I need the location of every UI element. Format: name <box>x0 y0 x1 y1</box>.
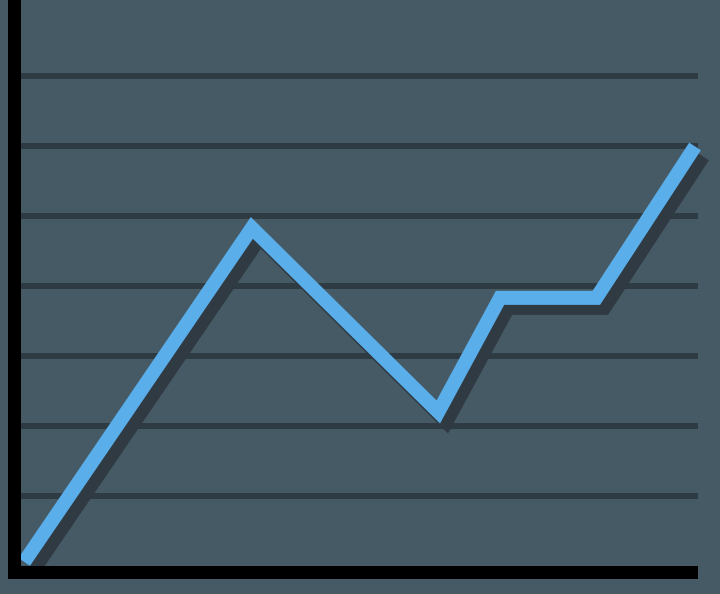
y-axis <box>8 0 21 578</box>
line-shadow <box>26 152 709 576</box>
data-line <box>18 142 701 566</box>
x-axis <box>8 566 698 579</box>
plot <box>18 142 709 576</box>
